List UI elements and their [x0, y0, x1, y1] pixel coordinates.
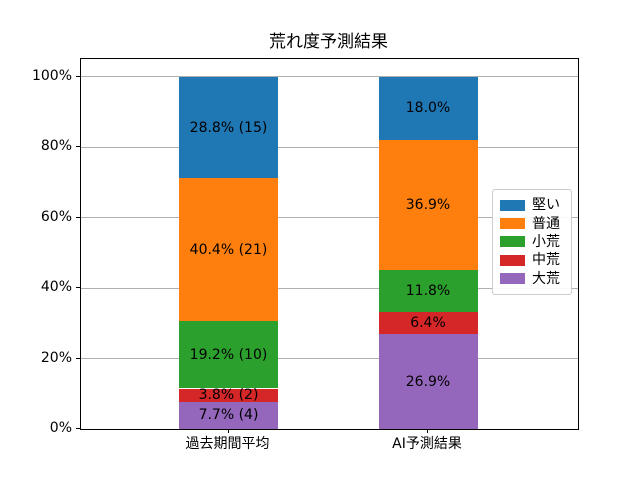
- legend-swatch: [500, 236, 525, 248]
- legend-label: 堅い: [532, 197, 560, 214]
- x-tick-mark: [427, 429, 428, 433]
- bar-segment: 26.9%: [378, 334, 478, 429]
- y-tick-label: 0%: [49, 420, 72, 436]
- y-tick-mark: [76, 428, 80, 429]
- legend-row: 普通: [500, 217, 564, 231]
- bar-segment-label: 19.2% (10): [189, 346, 268, 363]
- bar-segment-label: 28.8% (15): [189, 119, 268, 136]
- bar-segment: 18.0%: [378, 76, 478, 141]
- gridline: [81, 358, 578, 360]
- legend-swatch: [500, 218, 525, 230]
- bar-segment: 28.8% (15): [179, 76, 278, 179]
- y-tick-mark: [76, 287, 80, 289]
- bar-segment-label: 11.8%: [405, 282, 451, 299]
- legend-label: 普通: [532, 215, 560, 232]
- stacked-bar: 26.9% 6.4% 11.8% 36.9% 18.0%: [378, 76, 478, 429]
- y-tick-label: 60%: [40, 208, 72, 225]
- bar-segment: 19.2% (10): [179, 320, 278, 389]
- y-tick-label: 20%: [40, 349, 72, 366]
- y-tick-mark: [76, 216, 80, 218]
- x-tick-mark: [227, 429, 229, 433]
- chart-title: 荒れ度予測結果: [269, 32, 388, 52]
- y-tick-mark: [76, 75, 80, 77]
- legend-label: 小荒: [532, 233, 560, 250]
- x-tick-label: 過去期間平均: [185, 436, 270, 452]
- gridline: [81, 217, 578, 219]
- y-tick-mark: [76, 357, 80, 359]
- gridline: [81, 287, 578, 289]
- bar-segment-label: 6.4%: [410, 314, 446, 331]
- bar-segment-label: 7.7% (4): [198, 407, 259, 424]
- legend-swatch: [500, 273, 525, 285]
- bar-segment: 40.4% (21): [179, 178, 278, 321]
- legend-row: 小荒: [500, 235, 564, 249]
- y-tick-label: 40%: [40, 279, 72, 296]
- x-tick-label: AI予測結果: [392, 436, 462, 452]
- bar-segment-label: 36.9%: [405, 197, 451, 214]
- stacked-bar: 7.7% (4) 3.8% (2) 19.2% (10) 40.4% (21) 28.8…: [179, 76, 278, 429]
- bar-segment-label: 26.9%: [405, 373, 451, 390]
- y-tick-label: 80%: [40, 138, 72, 155]
- legend-label: 中荒: [532, 252, 560, 269]
- legend-swatch: [500, 199, 525, 211]
- legend-row: 堅い: [500, 198, 564, 212]
- bar-segment: 3.8% (2): [179, 387, 278, 404]
- bar-segment-label: 3.8% (2): [198, 387, 259, 404]
- legend-row: 大荒: [500, 272, 564, 286]
- bar-segment: 7.7% (4): [179, 401, 278, 429]
- gridline: [81, 76, 578, 78]
- bar-segment: 36.9%: [378, 140, 478, 271]
- legend-label: 大荒: [532, 270, 560, 287]
- legend-swatch: [500, 254, 525, 266]
- legend-row: 中荒: [500, 253, 564, 267]
- gridline: [81, 146, 578, 148]
- y-tick-label: 100%: [31, 67, 72, 84]
- legend: 堅い 普通 小荒中荒 大荒: [492, 189, 572, 295]
- bar-segment: 6.4%: [378, 311, 478, 335]
- y-tick-mark: [76, 146, 80, 148]
- bar-segment: 11.8%: [378, 270, 478, 312]
- bar-segment-label: 18.0%: [405, 100, 451, 117]
- bar-segment-label: 40.4% (21): [189, 241, 268, 258]
